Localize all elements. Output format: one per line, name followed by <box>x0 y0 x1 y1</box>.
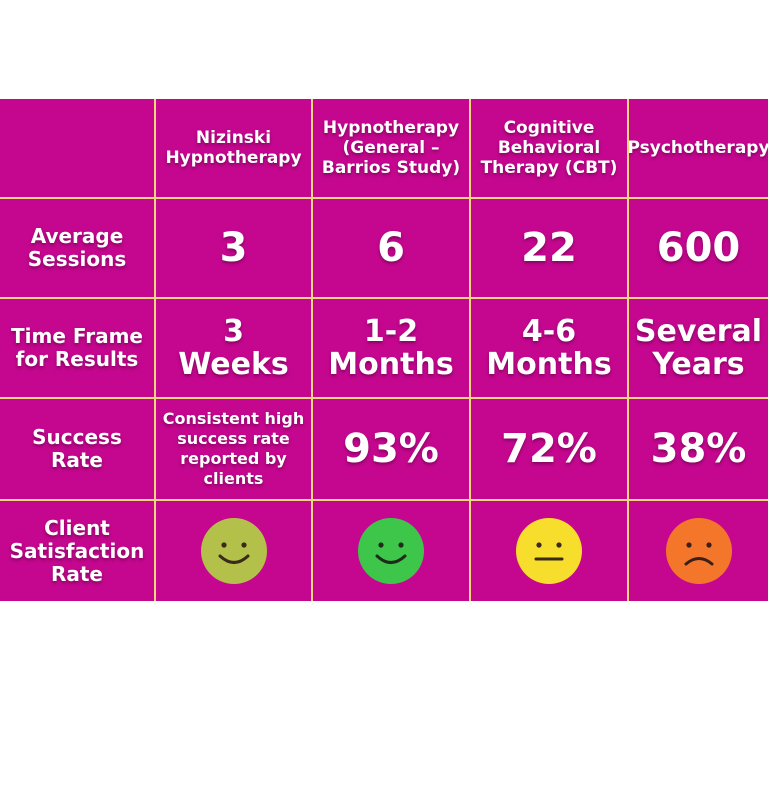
satisfaction-hypnotherapy <box>313 501 469 601</box>
smiley-face-icon <box>358 518 424 584</box>
average-sessions-nizinski: 3 <box>156 199 311 297</box>
header-empty-cell <box>0 99 154 197</box>
row-label-average-sessions: Average Sessions <box>0 199 154 297</box>
time-frame-nizinski: 3 Weeks <box>156 299 311 397</box>
satisfaction-psychotherapy <box>629 501 768 601</box>
satisfaction-cbt <box>471 501 627 601</box>
frown-face-icon <box>665 518 732 584</box>
row-label-time-frame: Time Frame for Results <box>0 299 154 397</box>
average-sessions-psychotherapy: 600 <box>629 199 768 297</box>
header-cbt: Cognitive Behavioral Therapy (CBT) <box>471 99 627 197</box>
time-frame-hypnotherapy: 1-2 Months <box>313 299 469 397</box>
time-frame-psychotherapy: Several Years <box>629 299 768 397</box>
average-sessions-cbt: 22 <box>471 199 627 297</box>
satisfaction-nizinski <box>156 501 311 601</box>
success-rate-cbt: 72% <box>471 399 627 499</box>
smiley-face-icon <box>200 518 267 584</box>
row-label-success-rate: Success Rate <box>0 399 154 499</box>
comparison-table: Nizinski Hypnotherapy Hypnotherapy (Genera… <box>0 99 768 601</box>
header-nizinski-hypnotherapy: Nizinski Hypnotherapy <box>156 99 311 197</box>
success-rate-nizinski: Consistent high success rate reported by cl… <box>156 399 311 499</box>
header-psychotherapy: Psychotherapy <box>629 99 768 197</box>
header-hypnotherapy-general: Hypnotherapy (General – Barrios Study) <box>313 99 469 197</box>
neutral-face-icon <box>516 518 582 584</box>
success-rate-hypnotherapy: 93% <box>313 399 469 499</box>
time-frame-cbt: 4-6 Months <box>471 299 627 397</box>
success-rate-psychotherapy: 38% <box>629 399 768 499</box>
row-label-client-satisfaction: Client Satisfaction Rate <box>0 501 154 601</box>
average-sessions-hypnotherapy: 6 <box>313 199 469 297</box>
